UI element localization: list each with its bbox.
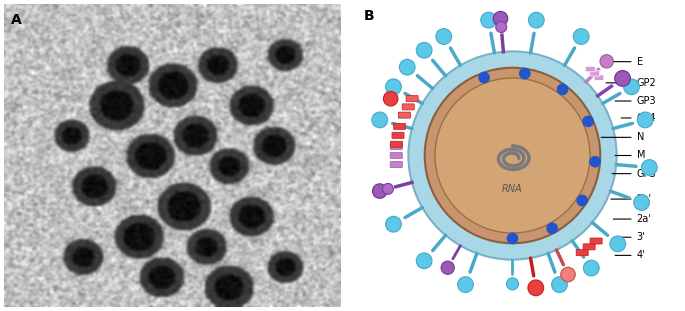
Circle shape <box>384 91 398 106</box>
Circle shape <box>493 11 508 26</box>
Circle shape <box>425 68 600 243</box>
Text: GP4: GP4 <box>621 113 656 123</box>
Circle shape <box>382 183 393 194</box>
FancyBboxPatch shape <box>406 96 418 102</box>
Circle shape <box>399 59 415 75</box>
Circle shape <box>416 42 432 58</box>
FancyBboxPatch shape <box>594 75 603 80</box>
Text: 3': 3' <box>619 232 645 242</box>
Circle shape <box>600 55 613 68</box>
Text: 4': 4' <box>615 250 645 260</box>
FancyBboxPatch shape <box>399 112 410 118</box>
Circle shape <box>637 112 653 128</box>
Circle shape <box>441 261 454 274</box>
FancyBboxPatch shape <box>390 141 403 147</box>
FancyBboxPatch shape <box>583 244 595 250</box>
Text: 2b': 2b' <box>611 194 651 204</box>
Circle shape <box>436 29 451 44</box>
Circle shape <box>623 79 639 95</box>
Circle shape <box>558 84 568 95</box>
Circle shape <box>583 116 593 127</box>
FancyBboxPatch shape <box>390 152 402 159</box>
Circle shape <box>590 156 600 167</box>
Circle shape <box>641 160 657 175</box>
Text: GP5: GP5 <box>612 169 656 179</box>
Circle shape <box>573 29 589 44</box>
FancyBboxPatch shape <box>402 104 414 110</box>
Circle shape <box>634 195 649 210</box>
FancyBboxPatch shape <box>576 250 588 256</box>
Circle shape <box>577 195 587 206</box>
Circle shape <box>373 184 387 198</box>
Text: E: E <box>609 57 643 67</box>
Circle shape <box>561 267 575 282</box>
Text: A: A <box>11 13 22 27</box>
Circle shape <box>386 79 401 95</box>
FancyBboxPatch shape <box>586 66 595 72</box>
Text: GP2: GP2 <box>606 78 656 88</box>
Text: N: N <box>601 132 644 142</box>
FancyBboxPatch shape <box>392 132 404 138</box>
FancyBboxPatch shape <box>390 143 402 150</box>
Circle shape <box>547 223 558 234</box>
Circle shape <box>528 12 544 28</box>
FancyBboxPatch shape <box>590 71 599 76</box>
FancyBboxPatch shape <box>390 161 402 168</box>
Circle shape <box>458 277 473 292</box>
Text: 2a': 2a' <box>613 214 651 224</box>
Circle shape <box>584 260 599 276</box>
FancyBboxPatch shape <box>590 238 602 244</box>
Circle shape <box>481 12 497 28</box>
Circle shape <box>408 51 616 260</box>
Text: B: B <box>364 9 375 23</box>
Circle shape <box>551 277 567 292</box>
Circle shape <box>610 236 625 252</box>
Circle shape <box>528 280 544 296</box>
Circle shape <box>479 72 489 83</box>
FancyBboxPatch shape <box>394 123 406 129</box>
Text: GP3: GP3 <box>615 96 656 106</box>
Circle shape <box>506 278 519 290</box>
Circle shape <box>520 68 530 79</box>
Circle shape <box>386 216 401 232</box>
Text: M: M <box>615 151 645 160</box>
Circle shape <box>614 71 630 86</box>
Circle shape <box>508 233 518 244</box>
Text: RNA: RNA <box>502 184 523 194</box>
Circle shape <box>416 253 432 269</box>
Circle shape <box>435 78 590 233</box>
Circle shape <box>372 112 388 128</box>
Circle shape <box>496 21 507 33</box>
